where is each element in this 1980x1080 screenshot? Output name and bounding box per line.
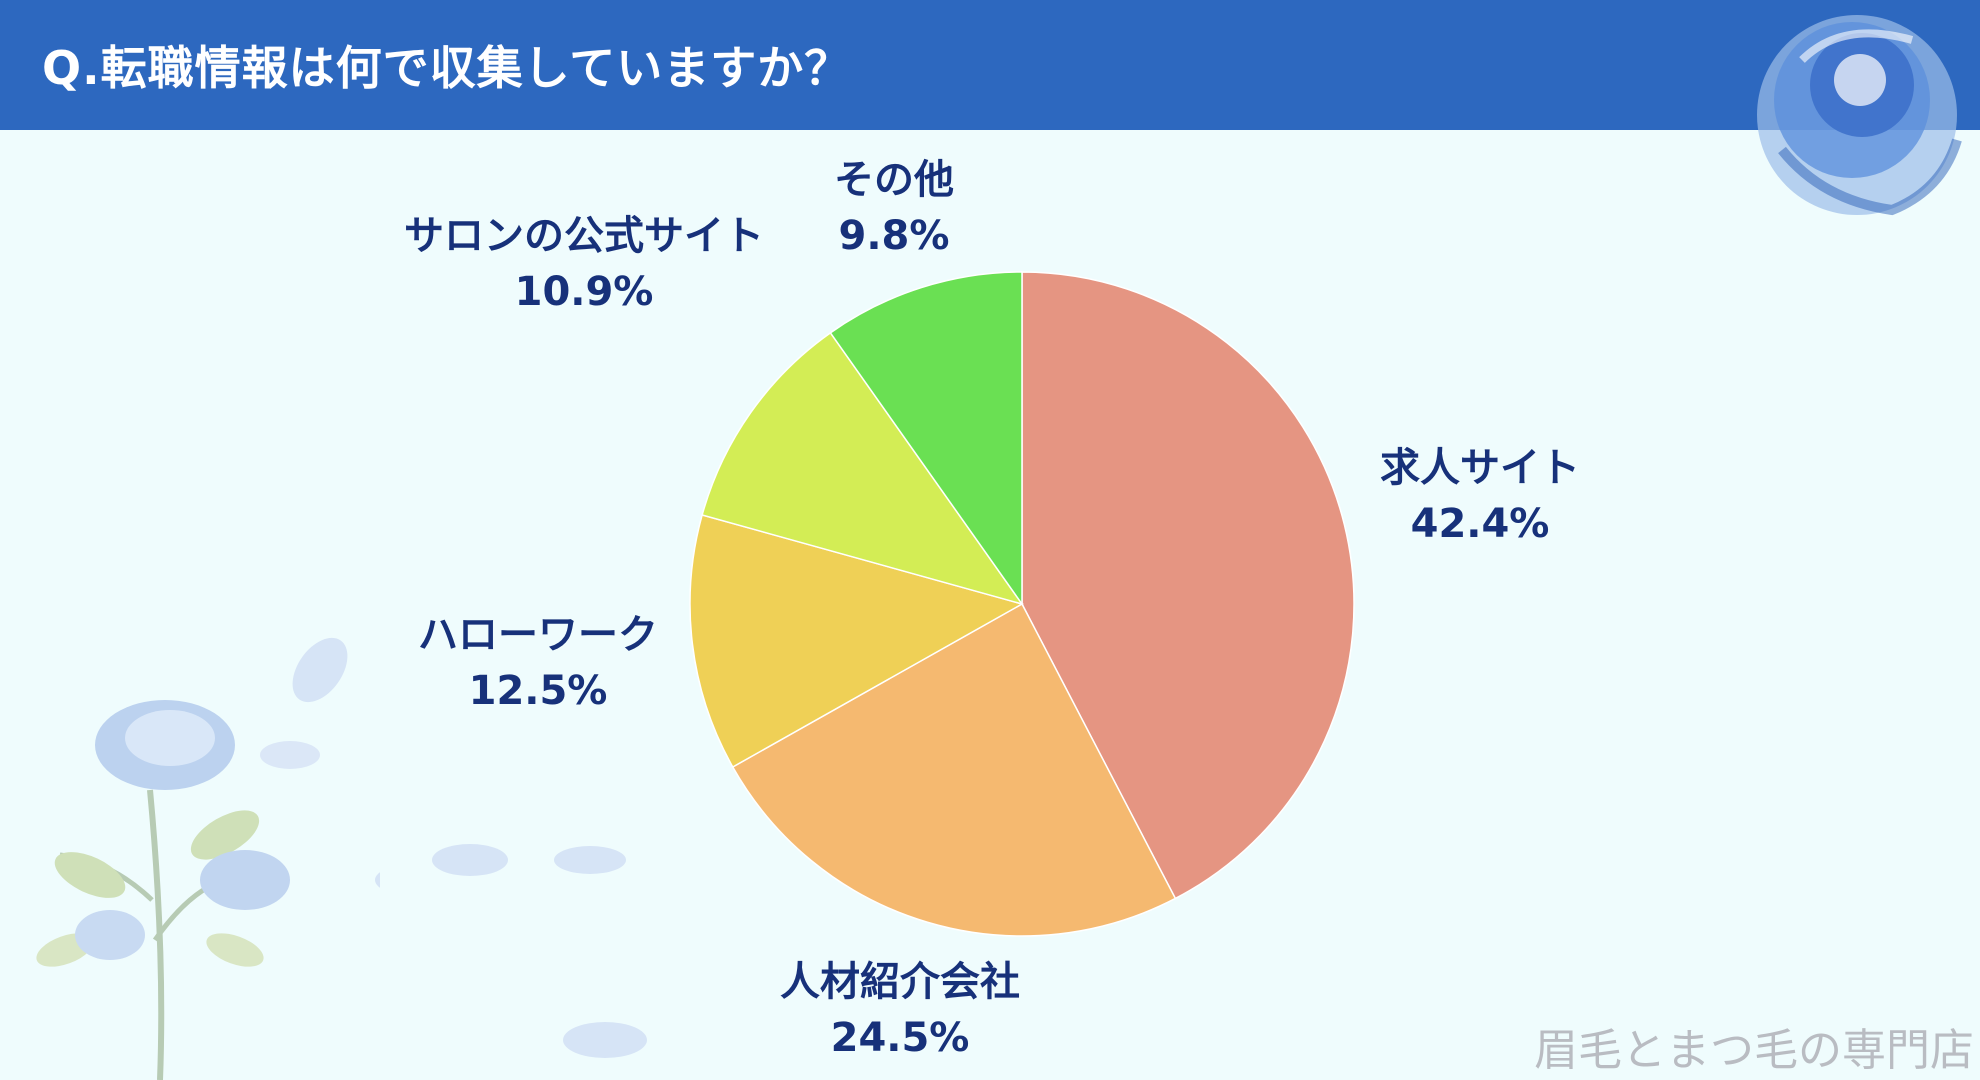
slice-value: 42.4% xyxy=(1410,501,1550,547)
slice-label-salon-official-site: サロンの公式サイト 10.9% xyxy=(404,208,764,320)
slice-label-kyujin-site: 求人サイト 42.4% xyxy=(1380,440,1580,552)
slice-name: ハローワーク xyxy=(418,612,658,658)
slice-value: 10.9% xyxy=(514,269,654,315)
slice-value: 24.5% xyxy=(830,1015,970,1061)
pie-slice-3 xyxy=(701,331,1024,606)
watermark: 眉毛とまつ毛の専門店 xyxy=(1534,1025,1974,1076)
slice-label-other: その他 9.8% xyxy=(834,152,954,264)
petal-decoration xyxy=(563,1022,647,1058)
petal-decoration xyxy=(432,844,626,876)
blue-rose-decoration-top xyxy=(1757,15,1962,216)
slice-name: 求人サイト xyxy=(1380,445,1580,491)
slice-name: サロンの公式サイト xyxy=(404,213,764,259)
slice-label-jinzai-shokai: 人材紹介会社 24.5% xyxy=(780,954,1020,1066)
blue-rose-decoration-bottom xyxy=(36,637,380,1080)
pie-slice-0 xyxy=(1021,271,1355,900)
header-bar: Q.転職情報は何で収集していますか？ xyxy=(0,0,1980,130)
slice-name: 人材紹介会社 xyxy=(780,959,1020,1005)
slice-value: 12.5% xyxy=(468,668,608,714)
slice-value: 9.8% xyxy=(838,213,950,259)
pie-slice-1 xyxy=(731,602,1177,937)
pie-slice-4 xyxy=(829,271,1023,607)
slice-label-hello-work: ハローワーク 12.5% xyxy=(418,607,658,719)
page-title: Q.転職情報は何で収集していますか？ xyxy=(42,41,852,95)
pie-slice-2 xyxy=(689,514,1024,769)
slice-name: その他 xyxy=(834,157,954,203)
